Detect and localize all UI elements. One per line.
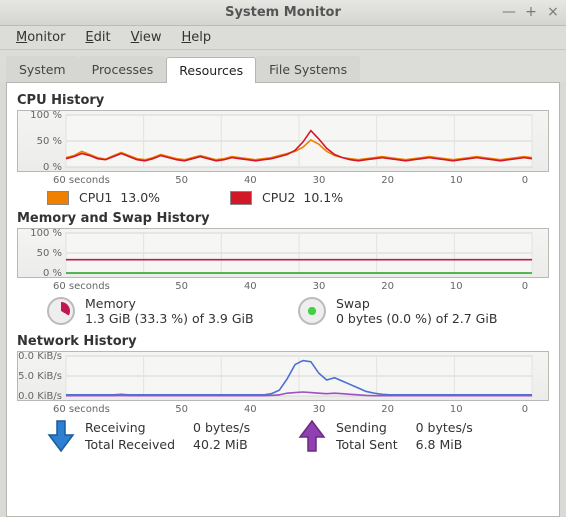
memory-item: Memory 1.3 GiB (33.3 %) of 3.9 GiB [47,296,298,326]
total-sent-label: Total Sent [336,437,398,452]
memory-title: Memory and Swap History [17,211,549,226]
swap-item: Swap 0 bytes (0.0 %) of 2.7 GiB [298,296,549,326]
menu-monitor[interactable]: Monitor [8,28,73,47]
window-title: System Monitor [225,5,341,20]
memory-xaxis: 60 seconds50403020100 [17,280,549,292]
close-icon[interactable]: × [546,4,560,20]
cpu2-swatch [230,191,252,205]
swap-icon [298,297,326,325]
svg-text:100 %: 100 % [30,229,62,239]
cpu1-swatch [47,191,69,205]
cpu-chart: 0 % 50 % 100 % [17,110,549,172]
download-arrow-icon [47,419,75,453]
tab-file-systems[interactable]: File Systems [256,56,360,82]
svg-text:0.0 KiB/s: 0.0 KiB/s [18,391,62,400]
cpu1-legend-text: CPU1 13.0% [79,190,160,205]
memory-icon [47,297,75,325]
svg-text:35.0 KiB/s: 35.0 KiB/s [18,371,62,382]
sending-block: Sending 0 bytes/s Total Sent 6.8 MiB [298,419,549,453]
receiving-label: Receiving [85,420,175,435]
title-bar: System Monitor — + × [0,0,566,26]
menu-help[interactable]: Help [173,28,219,47]
svg-text:50 %: 50 % [37,248,62,259]
network-chart: 0.0 KiB/s 35.0 KiB/s 70.0 KiB/s [17,351,549,401]
tab-processes[interactable]: Processes [79,56,167,82]
svg-text:100 %: 100 % [30,111,62,121]
sending-label: Sending [336,420,398,435]
network-xaxis: 60 seconds50403020100 [17,403,549,415]
cpu2-legend-text: CPU2 10.1% [262,190,343,205]
tab-resources[interactable]: Resources [166,57,256,83]
cpu-legend: CPU1 13.0% CPU2 10.1% [47,190,549,205]
svg-text:0 %: 0 % [43,162,62,171]
sending-value: 0 bytes/s [416,420,473,435]
total-sent-value: 6.8 MiB [416,437,473,452]
network-title: Network History [17,334,549,349]
svg-text:50 %: 50 % [37,136,62,147]
svg-text:0 %: 0 % [43,268,62,277]
tab-system[interactable]: System [6,56,79,82]
cpu-title: CPU History [17,93,549,108]
tab-content: CPU History 0 % 50 % 100 % 60 seconds50403… [6,82,560,517]
memory-label: Memory [85,296,254,311]
menu-view[interactable]: View [123,28,170,47]
memory-detail: 1.3 GiB (33.3 %) of 3.9 GiB [85,311,254,326]
minimize-icon[interactable]: — [502,4,516,20]
menu-edit[interactable]: Edit [77,28,118,47]
tab-bar: System Processes Resources File Systems [0,50,566,82]
memory-chart: 0 % 50 % 100 % [17,228,549,278]
swap-detail: 0 bytes (0.0 %) of 2.7 GiB [336,311,497,326]
upload-arrow-icon [298,419,326,453]
receiving-block: Receiving 0 bytes/s Total Received 40.2 … [47,419,298,453]
menu-bar: Monitor Edit View Help [0,26,566,50]
svg-text:70.0 KiB/s: 70.0 KiB/s [18,352,62,362]
swap-label: Swap [336,296,497,311]
receiving-value: 0 bytes/s [193,420,250,435]
cpu-xaxis: 60 seconds50403020100 [17,174,549,186]
maximize-icon[interactable]: + [524,4,538,20]
total-received-value: 40.2 MiB [193,437,250,452]
total-received-label: Total Received [85,437,175,452]
